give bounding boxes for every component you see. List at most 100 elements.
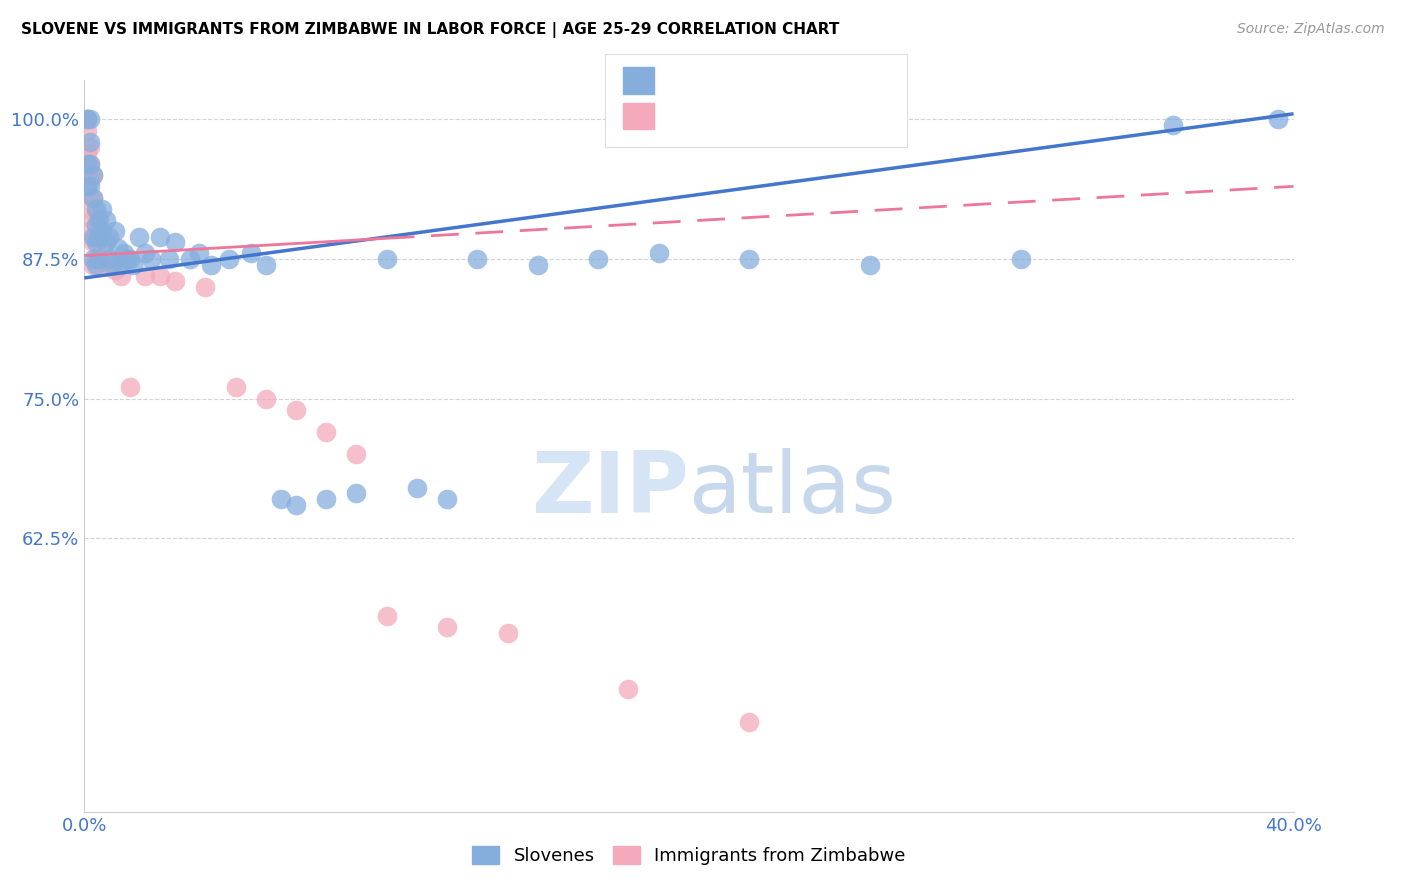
Point — [91, 224, 114, 238]
Point — [82, 168, 104, 182]
Point — [194, 280, 217, 294]
Point — [128, 229, 150, 244]
Point — [165, 235, 187, 250]
Point — [82, 190, 104, 204]
Point — [859, 258, 882, 272]
Point — [82, 190, 104, 204]
Point — [617, 681, 640, 696]
Point — [86, 219, 108, 233]
Point — [97, 252, 120, 266]
Text: SLOVENE VS IMMIGRANTS FROM ZIMBABWE IN LABOR FORCE | AGE 25-29 CORRELATION CHART: SLOVENE VS IMMIGRANTS FROM ZIMBABWE IN L… — [21, 22, 839, 38]
Point — [79, 112, 101, 127]
Point — [406, 481, 429, 495]
Point — [496, 626, 519, 640]
Point — [188, 246, 211, 260]
Point — [86, 252, 108, 266]
Point — [270, 491, 292, 506]
Point — [79, 179, 101, 194]
Point — [118, 380, 141, 394]
Point — [86, 235, 108, 250]
Point — [315, 491, 337, 506]
Point — [86, 202, 108, 216]
Point — [94, 212, 117, 227]
Point — [97, 229, 120, 244]
Point — [82, 258, 104, 272]
Point — [97, 258, 120, 272]
Point — [139, 252, 162, 266]
Point — [82, 212, 104, 227]
Point — [82, 229, 104, 244]
Text: R = 0.398   N = 60: R = 0.398 N = 60 — [668, 71, 838, 89]
Point — [375, 609, 398, 624]
Point — [121, 258, 143, 272]
Point — [89, 229, 111, 244]
Point — [91, 241, 114, 255]
Point — [315, 425, 337, 439]
Point — [254, 392, 277, 406]
Point — [79, 174, 101, 188]
Point — [346, 486, 368, 500]
Point — [588, 252, 610, 266]
Point — [79, 157, 101, 171]
Point — [79, 140, 101, 154]
Point — [179, 252, 201, 266]
Point — [76, 123, 98, 137]
Point — [89, 229, 111, 244]
Point — [86, 207, 108, 221]
Point — [82, 235, 104, 250]
Point — [86, 229, 108, 244]
Point — [79, 157, 101, 171]
Point — [157, 252, 180, 266]
Point — [1011, 252, 1033, 266]
Point — [134, 246, 156, 260]
Point — [110, 258, 132, 272]
Point — [110, 268, 132, 283]
Point — [76, 112, 98, 127]
Point — [436, 620, 458, 634]
Point — [82, 168, 104, 182]
Point — [76, 179, 98, 194]
Point — [104, 263, 127, 277]
Point — [225, 380, 247, 394]
Point — [104, 224, 127, 238]
Point — [200, 258, 222, 272]
Point — [79, 224, 101, 238]
Point — [1161, 118, 1184, 132]
Point — [79, 135, 101, 149]
Point — [134, 268, 156, 283]
Point — [738, 252, 761, 266]
Point — [89, 212, 111, 227]
Point — [436, 491, 458, 506]
Point — [86, 258, 108, 272]
Point — [1267, 112, 1289, 127]
Legend: Slovenes, Immigrants from Zimbabwe: Slovenes, Immigrants from Zimbabwe — [472, 846, 905, 865]
Point — [82, 252, 104, 266]
Point — [648, 246, 671, 260]
Point — [76, 112, 98, 127]
Point — [218, 252, 240, 266]
Point — [79, 202, 101, 216]
Point — [107, 241, 129, 255]
Point — [149, 268, 172, 283]
Text: atlas: atlas — [689, 449, 897, 532]
Point — [738, 715, 761, 730]
Point — [467, 252, 489, 266]
Point — [165, 274, 187, 288]
Point — [115, 252, 138, 266]
Point — [76, 112, 98, 127]
Point — [527, 258, 550, 272]
Text: Source: ZipAtlas.com: Source: ZipAtlas.com — [1237, 22, 1385, 37]
Text: ZIP: ZIP — [531, 449, 689, 532]
Point — [149, 229, 172, 244]
Point — [94, 258, 117, 272]
Point — [346, 447, 368, 461]
Point — [94, 235, 117, 250]
Point — [76, 157, 98, 171]
Point — [239, 246, 262, 260]
Point — [112, 246, 135, 260]
Point — [285, 498, 308, 512]
Point — [89, 252, 111, 266]
Point — [100, 258, 122, 272]
Point — [375, 252, 398, 266]
Point — [118, 252, 141, 266]
